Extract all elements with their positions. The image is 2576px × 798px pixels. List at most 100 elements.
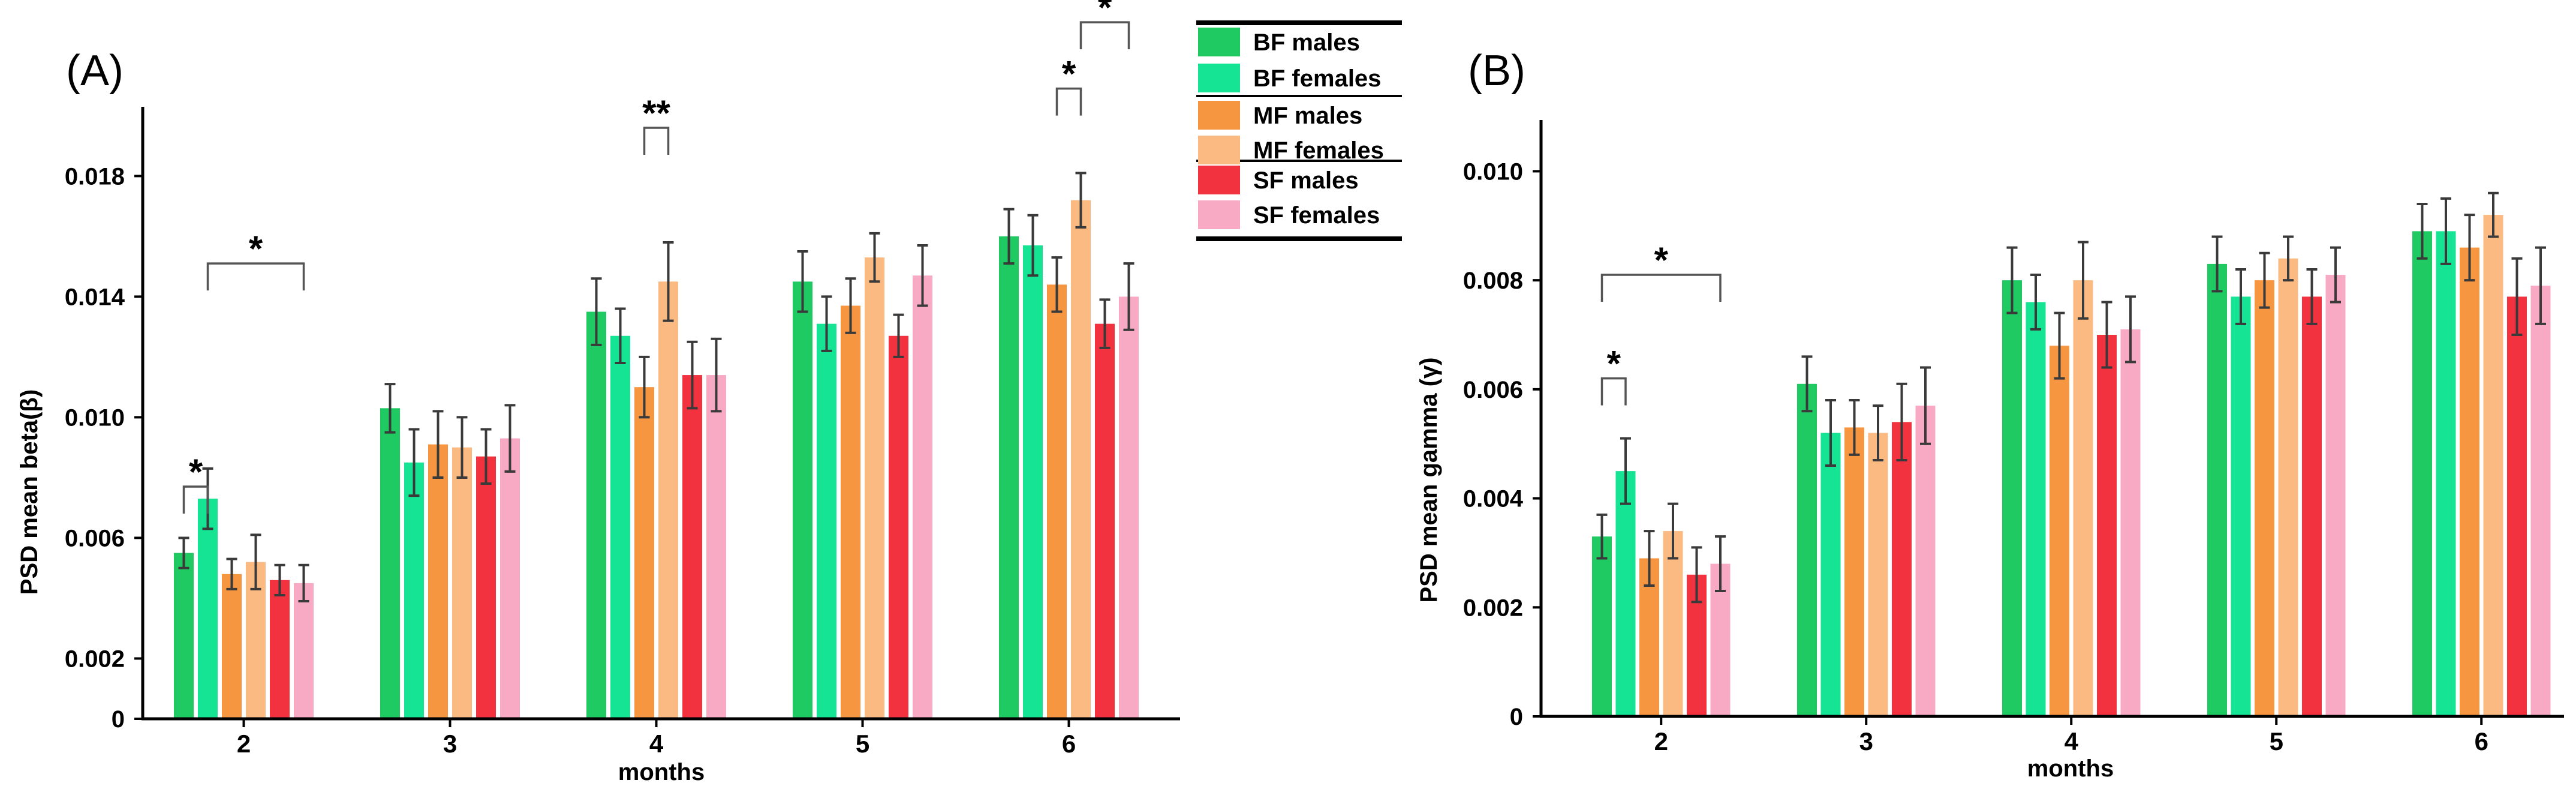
panel-b-errorbar-mf-males-m5 — [2259, 251, 2270, 309]
chart-legend: BF males BF females MF males MF females SF m… — [1196, 20, 1402, 241]
panel-a-errorbar-mf-males-m5 — [845, 277, 856, 334]
panel-b-bars — [1592, 191, 2551, 717]
panel-a-bar-mf-males-m4 — [634, 387, 654, 719]
panel-a-errorbar-mf-females-m4 — [663, 241, 674, 322]
panel-b-xtick-label: 6 — [2475, 727, 2488, 755]
chart-panel-a: (A) PSD mean beta(β) months ****** 00.00… — [16, 0, 1180, 785]
panel-b-errorbar-bf-males-m6 — [2416, 202, 2428, 260]
panel-a-xtick-label: 4 — [649, 730, 664, 758]
panel-b-bar-bf-females-m6 — [2436, 231, 2456, 716]
panel-b-ytick-label: 0.004 — [1463, 486, 1524, 512]
panel-a-errorbar-mf-females-m2 — [250, 533, 261, 590]
panel-a-sig-label: ** — [642, 93, 670, 133]
panel-a-bar-bf-females-m4 — [610, 335, 630, 719]
panel-a-bar-bf-males-m5 — [793, 281, 812, 719]
panel-b-sig-bracket-1: * — [1600, 240, 1722, 302]
panel-b-errorbar-mf-females-m3 — [1873, 404, 1883, 461]
panel-b-ytick-label: 0.006 — [1463, 377, 1523, 403]
panel-a-ytick-label: 0.018 — [65, 163, 125, 190]
panel-b-errorbar-bf-males-m2 — [1596, 513, 1608, 560]
panel-a-errorbar-sf-males-m5 — [893, 313, 904, 358]
panel-b-bar-sf-males-m5 — [2302, 296, 2322, 716]
legend-item-sf-females: SF females — [1198, 200, 1380, 229]
legend-swatch — [1198, 28, 1240, 56]
panel-b-xlabel: months — [2027, 755, 2114, 782]
panel-a-errorbar-sf-females-m5 — [917, 244, 928, 307]
panel-a-bars — [174, 172, 1139, 719]
legend-swatch — [1198, 64, 1240, 92]
panel-b-errorbar-bf-males-m4 — [2006, 246, 2018, 314]
panel-a-bar-sf-males-m2 — [270, 580, 290, 719]
legend-swatch — [1198, 200, 1240, 229]
panel-b-errorbar-sf-males-m6 — [2511, 257, 2523, 336]
legend-label: BF males — [1253, 29, 1360, 56]
legend-swatch — [1198, 101, 1240, 130]
panel-b-bar-bf-females-m4 — [2026, 302, 2046, 716]
panel-a-errorbar-bf-males-m2 — [178, 536, 189, 569]
panel-b-errorbar-bf-females-m2 — [1620, 437, 1631, 505]
panel-a-ytick-label: 0.014 — [65, 284, 125, 310]
panel-a-bar-mf-males-m5 — [841, 305, 860, 719]
panel-a-errorbar-mf-females-m6 — [1075, 172, 1087, 229]
panel-a-bar-sf-males-m5 — [889, 335, 908, 719]
panel-a-axes: 0 0.002 0.006 0.010 0.014 0.018 2 3 4 5 6 — [65, 107, 1180, 758]
panel-b-errorbar-sf-females-m4 — [2125, 295, 2136, 364]
panel-a-significance: ****** — [182, 0, 1130, 514]
panel-b-bar-mf-males-m5 — [2255, 280, 2274, 717]
panel-a-errorbar-sf-females-m4 — [711, 337, 722, 413]
panel-a-errorbar-sf-males-m2 — [274, 563, 285, 596]
panel-a-errorbar-bf-females-m5 — [821, 295, 832, 352]
panel-b-bar-bf-males-m2 — [1592, 536, 1612, 716]
panel-b-errorbar-mf-males-m4 — [2054, 311, 2065, 380]
panel-b-errorbar-sf-females-m3 — [1920, 366, 1931, 445]
legend-item-bf-females: BF females — [1198, 64, 1381, 92]
panel-a-xtick-label: 2 — [237, 730, 251, 758]
legend-item-mf-females: MF females — [1198, 136, 1384, 164]
panel-b-bar-mf-males-m6 — [2460, 247, 2479, 717]
panel-a-bar-mf-males-m2 — [222, 574, 242, 719]
panel-b-errorbar-bf-females-m4 — [2030, 274, 2041, 331]
panel-b-errorbar-mf-females-m6 — [2488, 191, 2499, 238]
legend-item-mf-males: MF males — [1198, 101, 1362, 130]
panel-a-sig-bracket-4: * — [1079, 0, 1130, 50]
panel-b-ytick-label: 0.010 — [1463, 158, 1523, 185]
panel-b-errorbar-bf-females-m6 — [2440, 197, 2451, 265]
panel-a-bar-bf-males-m3 — [380, 408, 400, 719]
panel-b-bar-sf-males-m6 — [2507, 296, 2527, 716]
panel-a-bar-sf-males-m3 — [476, 456, 496, 719]
panel-b-bar-mf-males-m4 — [2050, 346, 2069, 716]
panel-b-bar-bf-males-m3 — [1797, 383, 1817, 716]
panel-a-errorbar-mf-males-m3 — [432, 410, 444, 479]
legend-label: SF males — [1253, 167, 1359, 194]
panel-b-bar-bf-females-m3 — [1820, 433, 1841, 716]
panel-b-sig-label: * — [1607, 344, 1621, 384]
panel-b-bar-mf-males-m3 — [1844, 427, 1864, 716]
panel-b-errorbar-sf-males-m5 — [2306, 268, 2318, 325]
panel-b-bar-bf-males-m6 — [2412, 231, 2432, 716]
panel-b-xtick-label: 5 — [2270, 727, 2283, 755]
panel-a-sig-label: * — [189, 452, 203, 492]
panel-b-ylabel: PSD mean gamma (γ) — [1416, 357, 1442, 602]
legend-label: MF males — [1253, 103, 1362, 129]
panel-a-bar-sf-females-m6 — [1119, 296, 1139, 719]
panel-a-errorbar-mf-males-m2 — [226, 557, 237, 590]
panel-a-ytick-label: 0.002 — [65, 646, 125, 672]
panel-a-bar-sf-females-m5 — [913, 275, 932, 719]
panel-a-sig-label: * — [1098, 0, 1112, 28]
legend-items: BF males BF females MF males MF females SF m… — [1198, 28, 1384, 229]
panel-b-xtick-label: 4 — [2065, 727, 2079, 755]
legend-swatch — [1198, 136, 1240, 164]
legend-item-bf-males: BF males — [1198, 28, 1360, 56]
panel-b-bar-mf-females-m4 — [2073, 280, 2093, 717]
panel-a-errorbar-bf-females-m6 — [1027, 214, 1039, 277]
panel-a-xtick-label: 3 — [443, 730, 457, 758]
panel-b-errorbar-bf-males-m3 — [1801, 355, 1813, 413]
panel-a-bar-mf-females-m5 — [865, 257, 884, 719]
panel-a-bar-sf-males-m6 — [1095, 323, 1115, 719]
panel-b-bar-sf-females-m3 — [1915, 406, 1936, 716]
panel-b-bar-bf-females-m5 — [2231, 296, 2251, 716]
panel-a-bar-bf-males-m6 — [999, 236, 1019, 719]
panel-a-xlabel: months — [618, 759, 705, 785]
panel-b-sig-label: * — [1654, 240, 1669, 280]
legend-label: SF females — [1253, 202, 1380, 229]
